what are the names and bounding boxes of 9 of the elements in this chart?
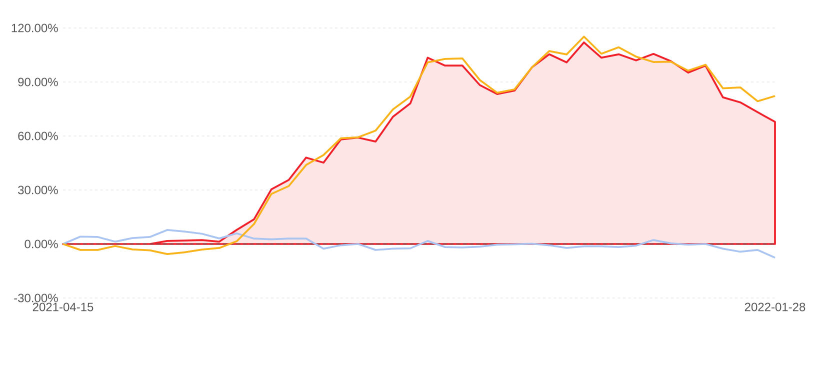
- x-tick-label: 2022-01-28: [744, 302, 806, 312]
- y-tick-label: 0.00%: [24, 240, 58, 248]
- y-tick-label: -30.00%: [14, 294, 58, 302]
- y-tick-label: 30.00%: [18, 186, 58, 194]
- y-tick-label: 90.00%: [18, 78, 58, 86]
- x-tick-label: 2021-04-15: [32, 302, 94, 312]
- line-series: [62, 229, 776, 259]
- y-tick-label: 120.00%: [12, 24, 58, 32]
- y-tick-label: 60.00%: [18, 132, 58, 140]
